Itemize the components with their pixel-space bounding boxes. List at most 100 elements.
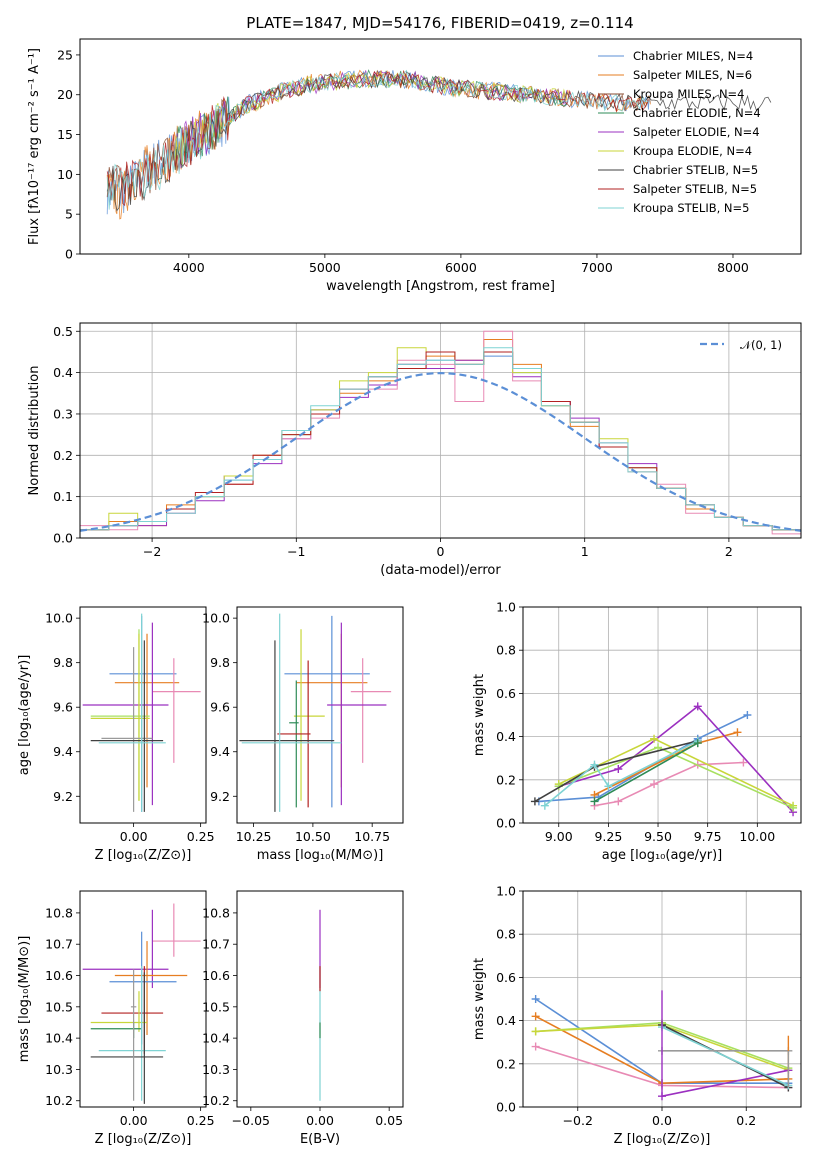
data-point [604,782,613,791]
error-bar [289,680,299,808]
age-vs-z-plot-area [82,613,201,812]
error-bar [152,658,201,763]
mass-vs-z-panel: 0.00 0.25 10.2 10.3 10.4 10.5 10.6 10.7 10.8 Z [l… [17,890,215,1147]
y-tick-label: 10.7 [45,937,73,952]
y-tick-label: 15 [57,127,73,142]
y-tick-label: 10.6 [45,968,73,983]
y-tick-label: 0.2 [496,772,516,787]
x-tick-label: 8000 [717,260,749,275]
y-tick-label: 0 [65,247,73,262]
age-vs-z-panel: 0.00 0.25 9.2 9.4 9.6 9.8 10.0 Z [log₁₀(Z/Z⊙)] a… [17,606,215,863]
normal-curve [80,371,801,532]
error-bar [241,613,342,812]
error-bar [90,972,164,1104]
error-bar [90,633,150,801]
x-tick-label: 0.25 [187,1113,215,1128]
x-tick-label: 4000 [173,260,205,275]
data-point [540,801,549,810]
x-tick-label: 0.2 [736,1113,756,1128]
y-axis-label: age [log₁₀(age/yr)] [17,655,32,776]
spectrum-legend: Chabrier MILES, N=4 Salpeter MILES, N=6 Kr… [598,49,761,215]
x-tick-label: −0.05 [232,1113,270,1128]
legend-label: Chabrier ELODIE, N=4 [633,106,761,120]
y-tick-label: 10.6 [202,968,230,983]
y-axis-label: Normed distribution [27,366,42,496]
y-tick-label: 9.4 [53,744,73,759]
x-axis-label: E(B-V) [300,1132,340,1147]
y-tick-label: 10.5 [45,999,73,1014]
y-tick-label: 9.6 [53,700,73,715]
y-tick-label: 0.4 [53,365,73,380]
x-tick-label: −0.2 [563,1113,593,1128]
y-tick-label: 9.2 [210,789,230,804]
y-tick-label: 0.8 [496,927,516,942]
error-bar [327,622,387,806]
x-axis-label: wavelength [Angstrom, rest frame] [326,279,555,294]
x-axis-label: Z [log₁₀(Z/Z⊙)] [95,1132,192,1147]
y-tick-label: 10.8 [202,905,230,920]
legend-label: Salpeter STELIB, N=5 [633,182,757,196]
x-axis-label: mass [log₁₀(M/M⊙)] [257,848,384,863]
x-tick-label: 0.00 [306,1113,334,1128]
spectrum-line [106,69,649,207]
data-point [733,728,742,737]
y-tick-label: 10.3 [202,1062,230,1077]
y-tick-label: 10 [57,167,73,182]
y-tick-label: 25 [57,47,73,62]
y-axis-label: Flux [fλ10⁻¹⁷ erg cm⁻² s⁻¹ A⁻¹] [27,48,42,245]
data-point [531,1042,540,1051]
error-bar [293,629,325,801]
residuals-plot-area [80,330,801,538]
data-point [531,1027,540,1036]
y-tick-label: 10.2 [45,1093,73,1108]
data-point [531,1012,540,1021]
data-point [530,797,539,806]
y-tick-label: 0.6 [496,686,516,701]
y-axis-label: mass weight [472,674,487,756]
y-tick-label: 0.8 [496,643,516,658]
error-bar [82,622,169,806]
y-tick-label: 9.4 [210,744,230,759]
y-tick-label: 10.0 [45,611,73,626]
error-bar [130,969,137,1101]
x-tick-label: 9.50 [644,829,672,844]
mass-vs-ebv-panel: −0.05 0.00 0.05 10.2 10.3 10.4 10.5 10.6 10.7 10.… [202,890,404,1147]
y-tick-label: 10.0 [202,611,230,626]
weight-line [594,742,699,803]
weight-line [534,740,698,803]
y-tick-label: 10.3 [45,1062,73,1077]
y-tick-label: 9.2 [53,789,73,804]
axes-frame [79,38,802,255]
spectrum-line [106,69,649,210]
x-tick-label: −2 [143,544,161,559]
x-tick-label: 1 [581,544,589,559]
x-tick-label: 10.75 [354,829,390,844]
axes-frame [79,606,207,824]
y-tick-label: 0.4 [496,729,516,744]
y-tick-label: 20 [57,87,73,102]
y-tick-label: 0.2 [496,1056,516,1071]
y-tick-label: 5 [65,207,73,222]
x-tick-label: 10.00 [739,829,775,844]
y-tick-label: 0.5 [53,324,73,339]
y-tick-label: 0.0 [496,1100,516,1115]
data-point [590,797,599,806]
error-bar [109,931,177,1045]
legend-label: Kroupa MILES, N=4 [633,87,745,101]
age-vs-mass-plot-area [239,613,392,812]
x-axis-label: Z [log₁₀(Z/Z⊙)] [614,1132,711,1147]
weight-line [558,705,794,813]
error-bar [109,615,177,812]
weight-vs-age-panel: 9.00 9.25 9.50 9.75 10.00 0.0 0.2 0.4 0.6 0.8 1.0 a… [472,600,802,863]
data-point [743,711,752,719]
legend-label: Kroupa STELIB, N=5 [633,201,750,215]
error-bar [90,640,164,812]
data-point [739,758,748,767]
y-tick-label: 9.8 [53,655,73,670]
y-tick-label: 0.0 [53,531,73,546]
y-tick-label: 10.7 [202,937,230,952]
x-tick-label: 10.50 [295,829,331,844]
x-tick-label: 9.75 [694,829,722,844]
x-tick-label: −1 [287,544,305,559]
x-tick-label: 5000 [309,260,341,275]
